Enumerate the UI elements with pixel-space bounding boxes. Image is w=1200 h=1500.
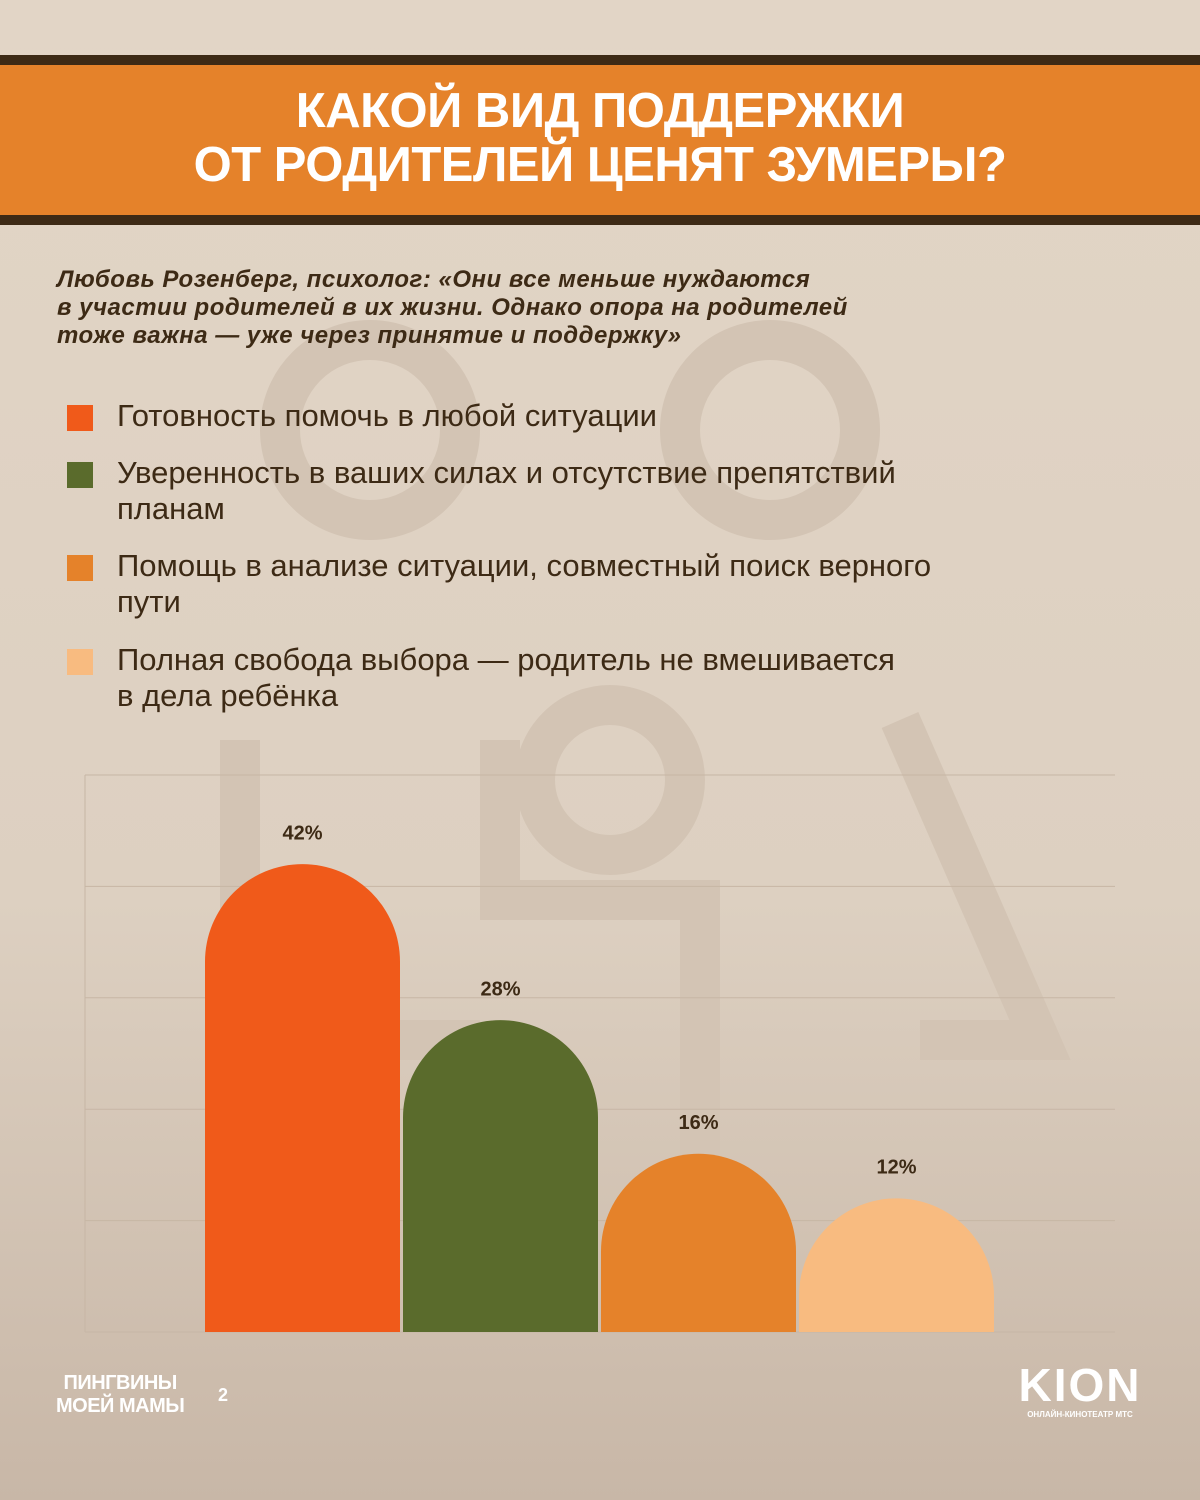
legend-label: Готовность помочь в любой ситуации <box>117 398 657 433</box>
value-label: 42% <box>282 822 322 844</box>
legend-label: Помощь в анализе ситуации, совместный по… <box>117 548 932 619</box>
legend-swatch <box>67 405 93 431</box>
value-label: 16% <box>678 1112 718 1134</box>
chart: 42% 28% 16% 12% <box>84 774 1115 1333</box>
title-banner <box>0 65 1200 215</box>
value-label: 12% <box>876 1157 916 1179</box>
legend-label: Уверенность в ваших силах и отсутствие п… <box>117 455 896 526</box>
bar <box>403 1020 598 1332</box>
show-logo-number: 2 <box>218 1385 229 1405</box>
bar <box>601 1153 796 1332</box>
kion-tagline: ОНЛАЙН-КИНОТЕАТР МТС <box>1027 1410 1133 1419</box>
bottom-rule <box>0 215 1200 225</box>
bar <box>799 1198 994 1332</box>
legend-swatch <box>67 649 93 675</box>
legend-swatch <box>67 462 93 488</box>
kion-logo: KION <box>1018 1359 1142 1411</box>
subtitle: Любовь Розенберг, психолог: «Они все мен… <box>57 266 848 349</box>
show-logo: ПИНГВИНЫ МОЕЙ МАМЫ <box>56 1372 185 1417</box>
legend-swatch <box>67 555 93 581</box>
value-label: 28% <box>480 978 520 1000</box>
bar <box>205 864 400 1332</box>
legend-label: Полная свобода выбора — родитель не вмеш… <box>117 642 895 713</box>
top-rule <box>0 55 1200 65</box>
chart-title: КАКОЙ ВИД ПОДДЕРЖКИ ОТ РОДИТЕЛЕЙ ЦЕНЯТ З… <box>193 84 1007 192</box>
